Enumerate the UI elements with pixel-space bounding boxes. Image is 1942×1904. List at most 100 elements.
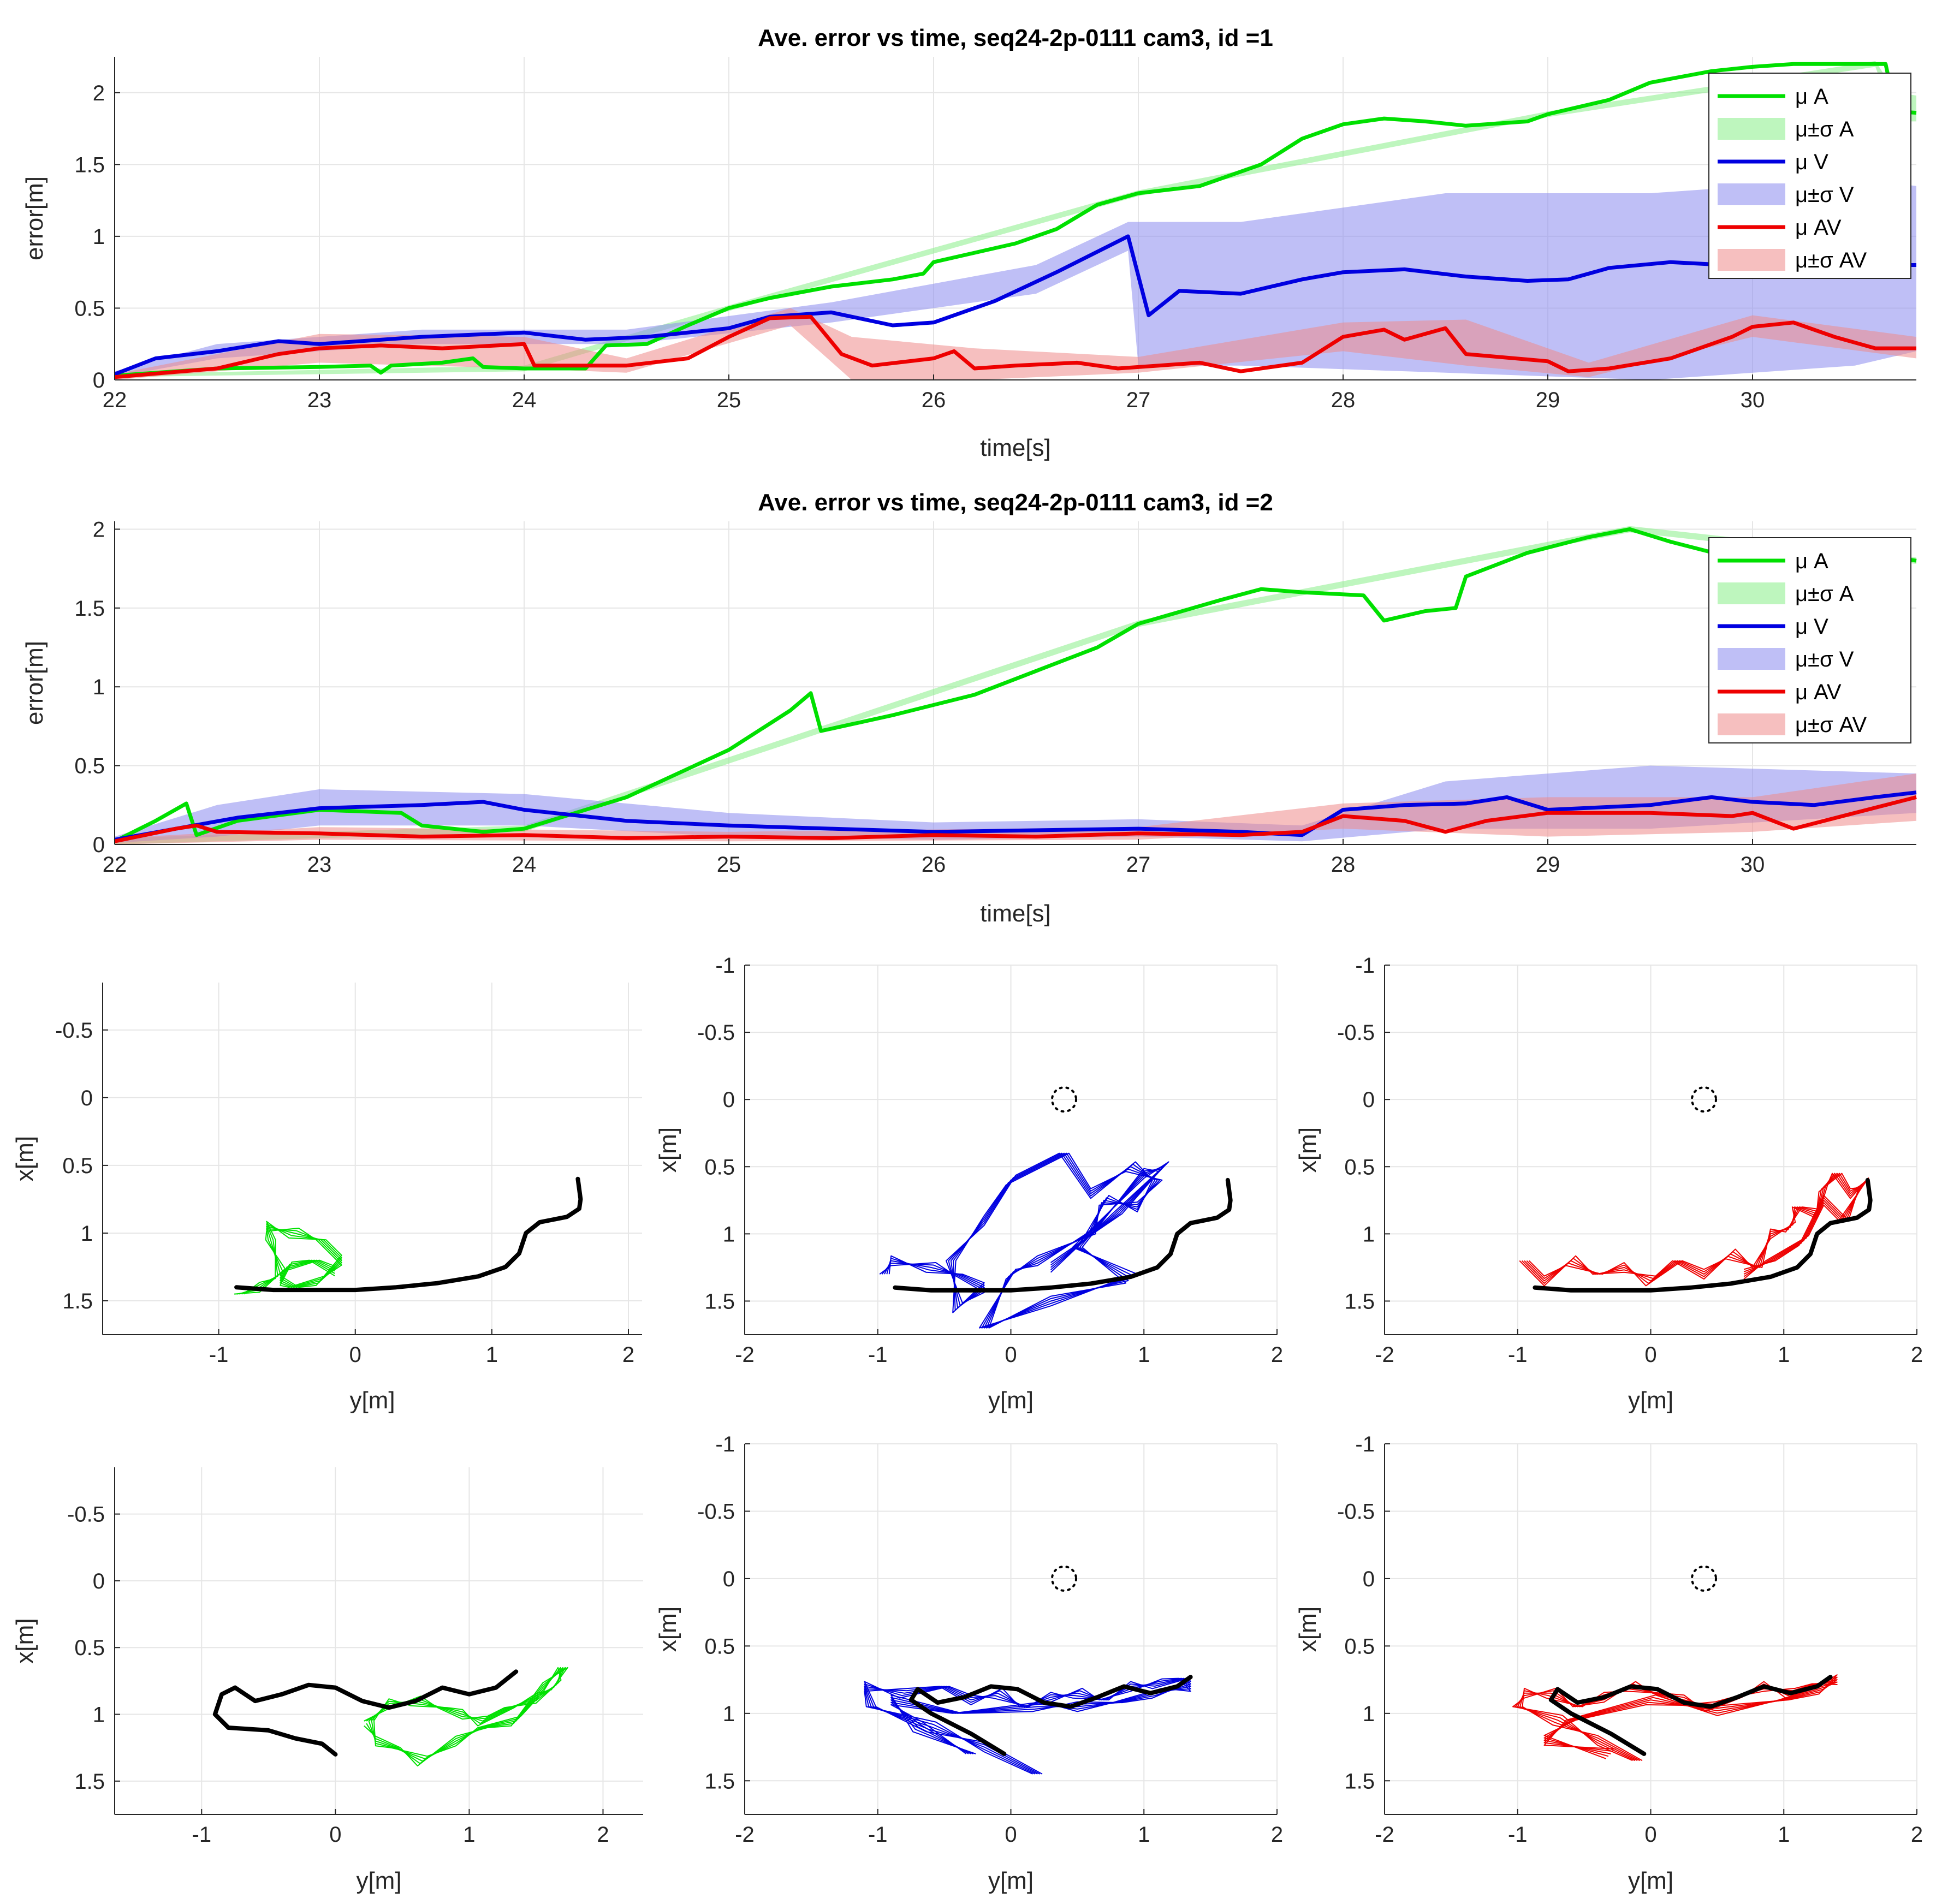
y-axis-label: x[m] xyxy=(655,1606,681,1652)
microphone-array-marker xyxy=(1691,1565,1717,1592)
legend-label: μ±σ A xyxy=(1795,117,1854,141)
microphone-array-marker xyxy=(1691,1086,1717,1113)
x-tick-label: 2 xyxy=(1911,1343,1923,1367)
y-axis-label: x[m] xyxy=(1294,1127,1321,1173)
x-tick-label: 1 xyxy=(1138,1343,1150,1367)
x-tick-label: -1 xyxy=(1508,1343,1528,1367)
y-axis-label: x[m] xyxy=(1294,1606,1321,1652)
x-tick-label: 26 xyxy=(922,853,946,877)
y-tick-label: 0 xyxy=(81,1086,93,1110)
chart-traj1A: -1 0 1 2 -0.5 0 0.5 1 1.5 y[m] x[m] xyxy=(11,983,642,1414)
x-axis-label: time[s] xyxy=(980,900,1051,927)
y-tick-label: 0.5 xyxy=(62,1154,93,1178)
y-tick-label: 1 xyxy=(1363,1222,1375,1246)
legend-swatch-band-V xyxy=(1718,183,1785,205)
legend-label: μ AV xyxy=(1795,680,1842,704)
x-tick-label: 24 xyxy=(512,388,537,412)
y-tick-label: 1 xyxy=(1363,1702,1375,1726)
y-tick-label: 0.5 xyxy=(704,1634,735,1658)
legend-label: μ A xyxy=(1795,85,1828,109)
y-tick-label: -0.5 xyxy=(1337,1500,1375,1524)
legend-label: μ AV xyxy=(1795,216,1842,240)
chart-traj2A: -1 0 1 2 -0.5 0 0.5 1 1.5 y[m] x[m] xyxy=(11,1467,643,1894)
chart-traj2AV: -2 -1 0 1 2 -1 -0.5 0 0.5 1 1.5 y[m] x[m] xyxy=(1294,1432,1923,1894)
chart-title: Ave. error vs time, seq24-2p-0111 cam3, … xyxy=(758,489,1273,516)
x-tick-label: 0 xyxy=(1644,1823,1656,1847)
estimate-track-A xyxy=(234,1228,342,1295)
estimate-track-A xyxy=(241,1223,342,1295)
x-axis-label: y[m] xyxy=(356,1867,401,1894)
estimate-track-A xyxy=(364,1667,562,1757)
x-axis-label: y[m] xyxy=(349,1387,395,1414)
ground-truth-track xyxy=(908,1675,1193,1756)
x-tick-label: 27 xyxy=(1126,388,1151,412)
legend-label: μ V xyxy=(1795,615,1828,639)
x-tick-label: 0 xyxy=(329,1823,341,1847)
estimate-track-A xyxy=(236,1228,342,1295)
x-tick-label: 26 xyxy=(922,388,946,412)
y-tick-label: -0.5 xyxy=(1337,1021,1375,1045)
y-tick-label: 1.5 xyxy=(74,597,105,621)
y-tick-label: -1 xyxy=(1355,954,1375,978)
x-tick-label: -1 xyxy=(1508,1823,1528,1847)
x-tick-label: 25 xyxy=(717,853,741,877)
y-tick-label: 0.5 xyxy=(1344,1155,1375,1179)
estimate-track-V xyxy=(864,1677,1191,1775)
x-tick-label: 24 xyxy=(512,853,537,877)
legend-swatch-band-AV xyxy=(1718,249,1785,271)
x-tick-label: -1 xyxy=(868,1343,888,1367)
estimate-track-AV xyxy=(1524,1173,1864,1282)
y-tick-label: 1.5 xyxy=(74,1770,105,1794)
estimate-track-AV xyxy=(1512,1681,1838,1762)
ground-truth-track xyxy=(234,1176,583,1293)
y-tick-label: 0 xyxy=(1363,1567,1375,1591)
y-tick-label: 0.5 xyxy=(74,296,105,320)
legend-label: μ A xyxy=(1795,549,1828,573)
y-axis-label: error[m] xyxy=(21,176,48,260)
x-tick-label: 29 xyxy=(1536,853,1560,877)
x-tick-label: -1 xyxy=(192,1823,212,1847)
x-tick-label: 0 xyxy=(349,1343,361,1367)
legend-label: μ±σ AV xyxy=(1795,713,1867,737)
y-tick-label: 0 xyxy=(723,1088,735,1112)
y-tick-label: 1.5 xyxy=(704,1769,735,1793)
y-tick-label: 0.5 xyxy=(74,754,105,778)
legend-box xyxy=(1708,537,1911,743)
x-axis-label: y[m] xyxy=(988,1867,1034,1894)
series-line-A xyxy=(114,527,1917,843)
y-tick-label: -1 xyxy=(1355,1432,1375,1456)
x-axis-label: y[m] xyxy=(988,1387,1034,1414)
series-line-V xyxy=(114,234,1916,376)
x-tick-label: -1 xyxy=(868,1823,888,1847)
y-tick-label: 1 xyxy=(81,1222,93,1246)
x-axis-label: y[m] xyxy=(1628,1387,1673,1414)
series-line-AV xyxy=(114,314,1916,379)
x-tick-label: 22 xyxy=(103,388,127,412)
chart-traj1AV: -2 -1 0 1 2 -1 -0.5 0 0.5 1 1.5 y[m] x[m] xyxy=(1294,954,1923,1414)
y-tick-label: 2 xyxy=(93,517,105,542)
ground-truth-track xyxy=(893,1177,1233,1293)
x-tick-label: 28 xyxy=(1331,388,1356,412)
x-axis-label: time[s] xyxy=(980,435,1051,461)
estimate-track-V xyxy=(864,1677,1191,1775)
y-tick-label: 1.5 xyxy=(62,1289,93,1313)
legend-swatch-band-A xyxy=(1718,118,1785,140)
legend-box xyxy=(1708,73,1911,279)
series-line-A xyxy=(114,62,1917,378)
x-tick-label: 1 xyxy=(1778,1823,1790,1847)
x-tick-label: 2 xyxy=(1911,1823,1923,1847)
estimate-track-AV xyxy=(1519,1173,1869,1287)
x-tick-label: -2 xyxy=(1375,1343,1394,1367)
y-tick-label: 2 xyxy=(93,81,105,105)
x-tick-label: 2 xyxy=(1271,1823,1283,1847)
y-tick-label: -1 xyxy=(715,1432,735,1456)
y-tick-label: 0.5 xyxy=(704,1155,735,1179)
chart-traj2V: -2 -1 0 1 2 -1 -0.5 0 0.5 1 1.5 y[m] x[m] xyxy=(655,1432,1283,1894)
y-tick-label: 0 xyxy=(93,1569,105,1593)
estimate-track-AV xyxy=(1528,1173,1860,1287)
legend-label: μ±σ A xyxy=(1795,582,1854,606)
legend-swatch-band-AV xyxy=(1718,713,1785,735)
y-axis-label: x[m] xyxy=(11,1618,38,1663)
y-tick-label: -0.5 xyxy=(55,1019,93,1043)
